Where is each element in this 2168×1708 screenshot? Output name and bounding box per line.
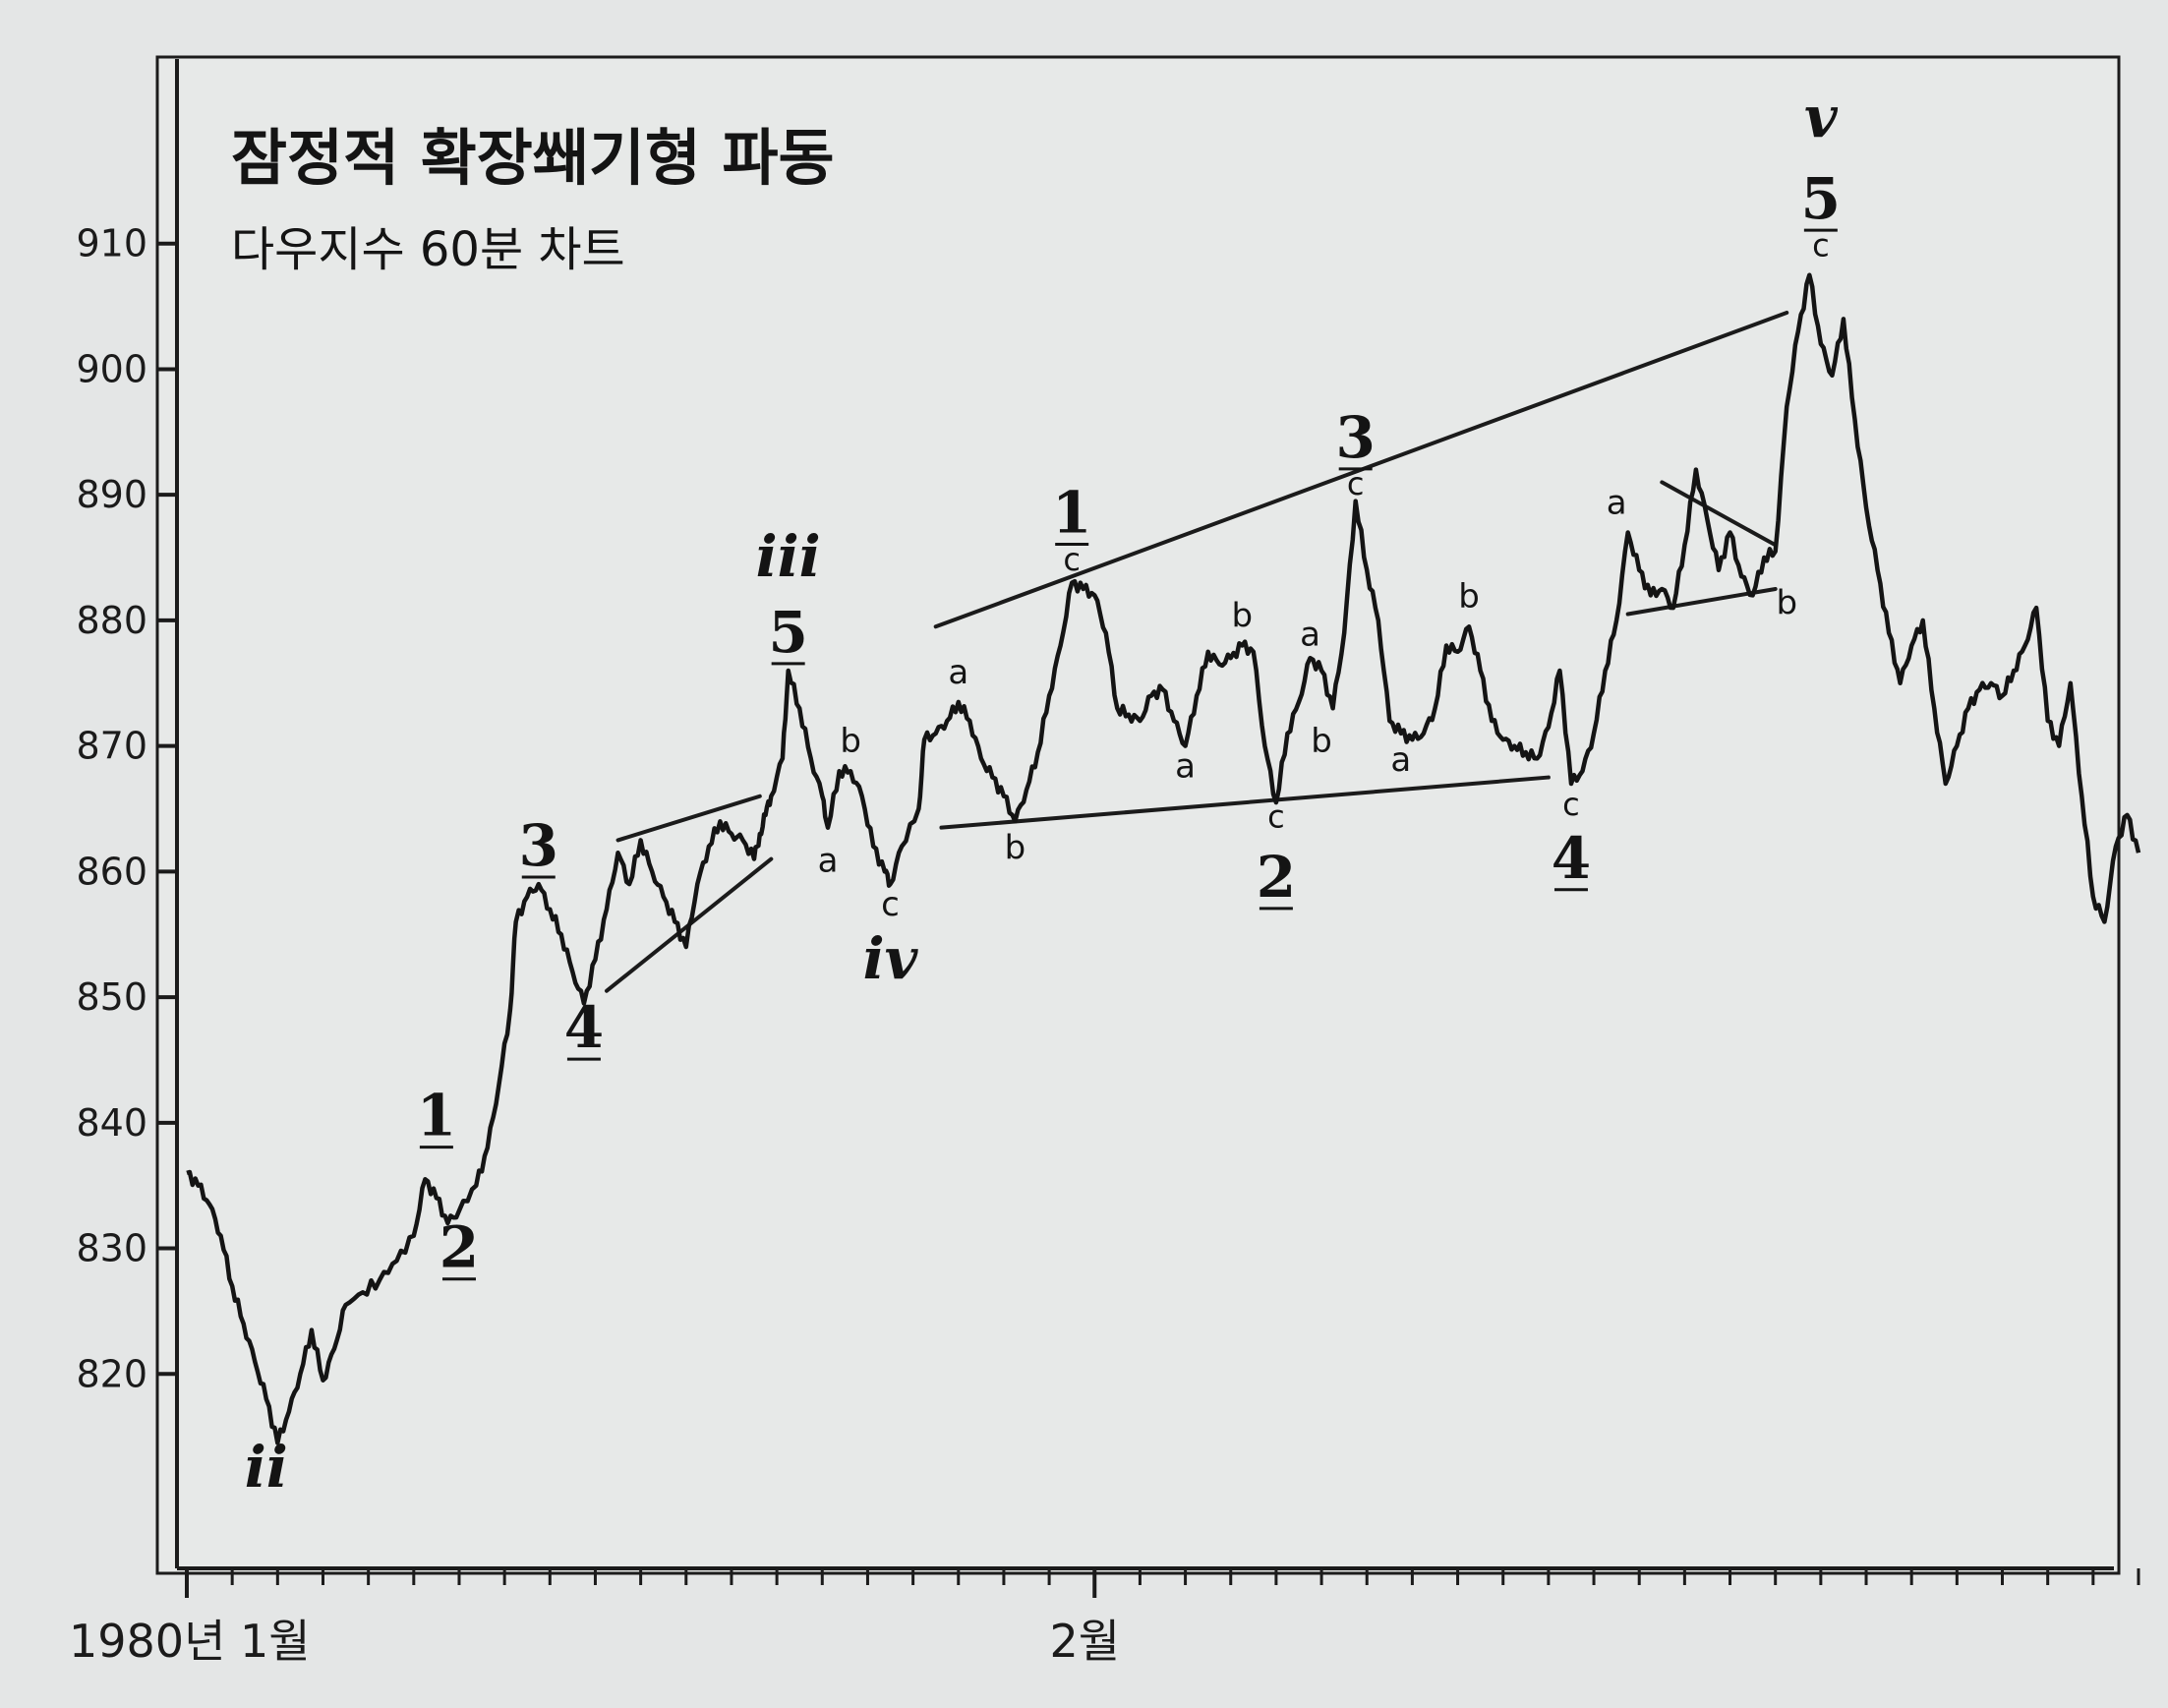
y-tick-label: 860 — [76, 850, 147, 893]
wave-label: v — [1804, 84, 1839, 150]
wave-label: c — [1063, 541, 1081, 578]
x-tick-label: 1980년 1월 — [69, 1615, 311, 1668]
y-tick-label: 850 — [76, 975, 147, 1019]
trendline — [1660, 480, 1778, 548]
y-tick-label: 910 — [76, 222, 147, 265]
wave-label: c — [1347, 465, 1365, 502]
y-tick-label: 870 — [76, 725, 147, 768]
x-tick-label: 2월 — [1049, 1615, 1120, 1668]
axis-layer: 820 830 840 850 860 870 880 890 900 910 1980년 1월 2월 — [69, 59, 2140, 1668]
wave-label: 2 — [439, 1214, 479, 1281]
wave-label: a — [818, 841, 839, 880]
y-tick-label: 830 — [76, 1227, 147, 1270]
wave-label: 1 — [1052, 480, 1091, 547]
wave-label: 5 — [768, 599, 807, 666]
wave-label: 3 — [1336, 404, 1376, 471]
wave-label: c — [1812, 227, 1830, 265]
wave-label: a — [1607, 483, 1627, 522]
wave-label: 1 — [417, 1083, 456, 1149]
wave-label: a — [1300, 615, 1320, 654]
y-tick-label: 900 — [76, 347, 147, 390]
wave-label: c — [1267, 798, 1285, 836]
wave-label: b — [1005, 829, 1026, 868]
y-tick-label: 820 — [76, 1352, 147, 1395]
wave-label: c — [881, 885, 900, 924]
y-tick-label: 840 — [76, 1101, 147, 1145]
wave-label: iv — [863, 925, 919, 992]
wave-label: 2 — [1257, 844, 1296, 911]
trendline — [615, 794, 762, 843]
y-tick-label: 880 — [76, 599, 147, 642]
wave-label: a — [1175, 747, 1196, 787]
wave-label: a — [948, 653, 968, 692]
wave-label: ii — [245, 1434, 288, 1501]
wave-label: a — [1390, 740, 1411, 780]
plot-frame — [155, 55, 2121, 1575]
wave-label: b — [1311, 722, 1332, 761]
y-tick-label: 890 — [76, 473, 147, 516]
wave-label: c — [1562, 786, 1580, 823]
wave-label: b — [840, 722, 861, 761]
wave-label: b — [1231, 596, 1253, 635]
price-series-line — [186, 272, 2141, 1445]
wave-label: b — [1458, 577, 1480, 617]
trendline — [939, 775, 1551, 830]
wave-label: 4 — [564, 994, 604, 1061]
wave-label: iii — [756, 523, 821, 590]
chart-subtitle: 다우지수 60분 차트 — [231, 222, 625, 277]
chart-title: 잠정적 확장쐐기형 파동 — [231, 122, 835, 194]
wave-label: 5 — [1801, 165, 1841, 232]
wave-label: 3 — [519, 812, 558, 879]
wave-label: b — [1776, 584, 1797, 623]
series-layer — [186, 272, 2141, 1445]
wave-label: 4 — [1552, 825, 1591, 892]
